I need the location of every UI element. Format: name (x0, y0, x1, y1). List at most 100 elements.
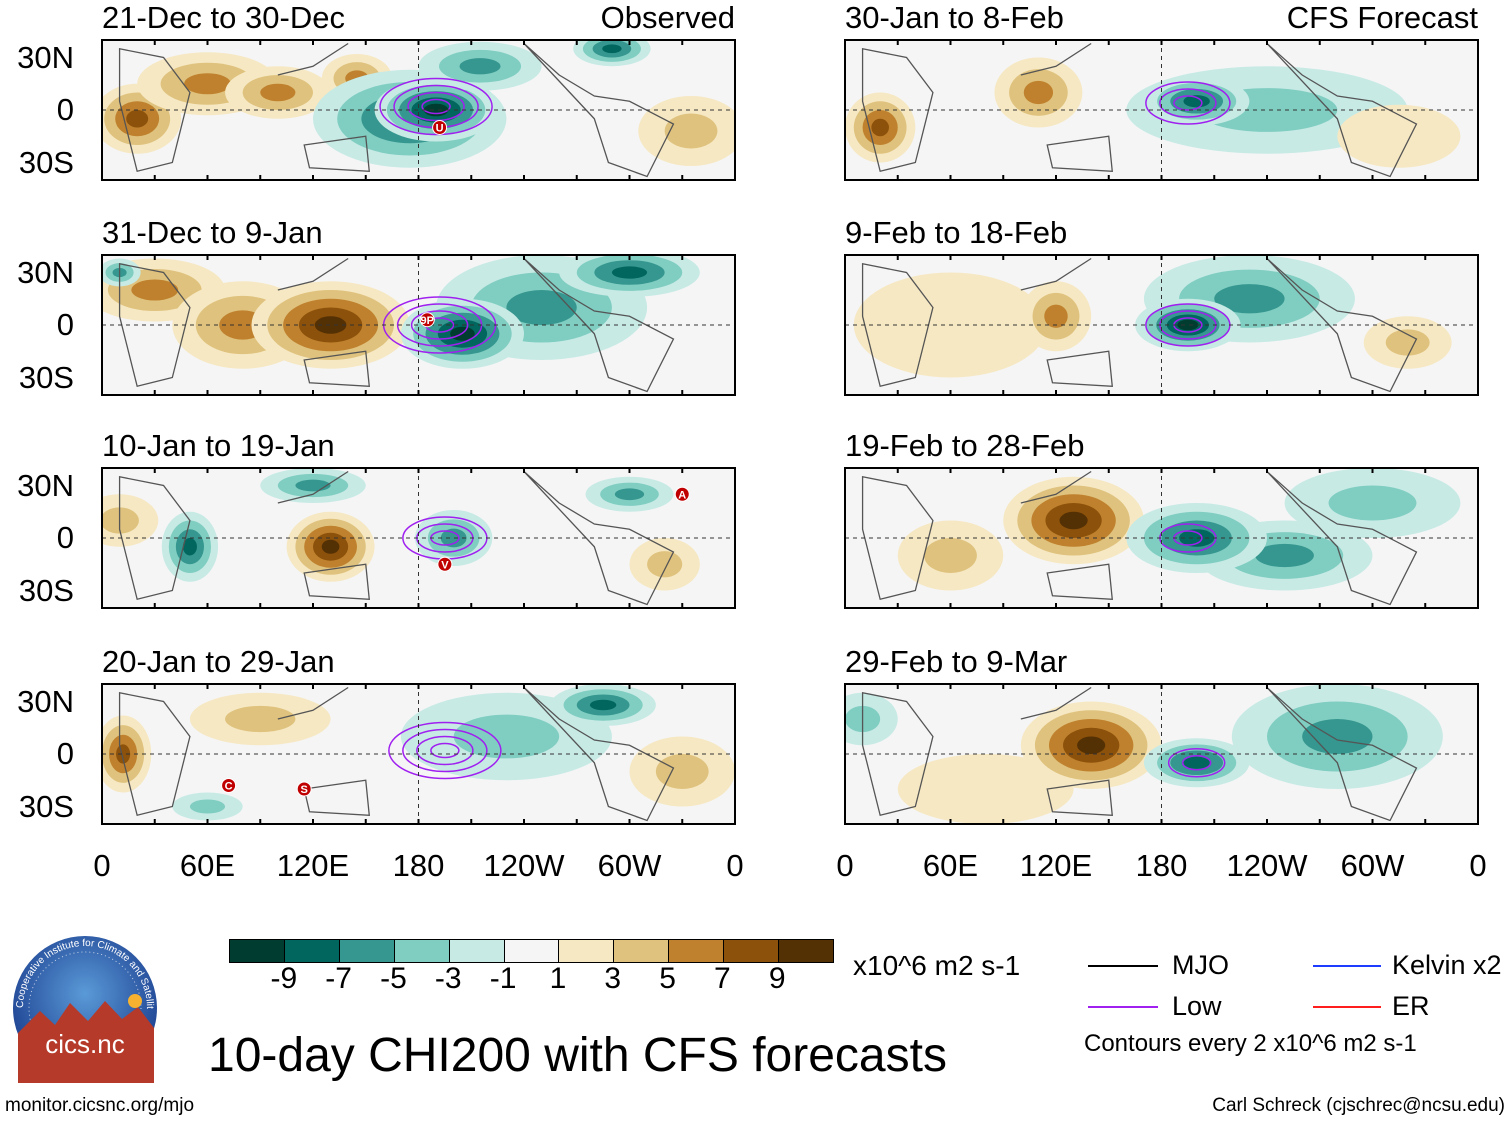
legend-er-line (1313, 1006, 1381, 1008)
anomaly-contour-fill (602, 44, 622, 54)
lat-tick-label: 30S (18, 572, 74, 608)
anomaly-contour-fill (664, 113, 718, 149)
lat-tick-label: 30S (18, 359, 74, 395)
storm-marker: C (221, 778, 237, 793)
anomaly-contour-fill (260, 83, 296, 102)
colorbar-swatch (230, 940, 285, 962)
anomaly-contour-fill (459, 58, 501, 75)
map-panel: AV (101, 467, 736, 609)
colorbar-swatch (504, 940, 560, 962)
chart-title: 10-day CHI200 with CFS forecasts (208, 1029, 947, 1082)
lat-tick-label: 0 (56, 520, 74, 555)
colorbar-tick-label: -1 (489, 962, 517, 995)
coastline (118, 470, 675, 606)
colorbar-tick-label: 1 (549, 962, 567, 995)
low-contour (410, 310, 469, 340)
anomaly-contour-fill (1059, 511, 1088, 530)
low-contour (1167, 748, 1226, 778)
legend-kelvin-line (1313, 965, 1381, 967)
lon-tick-label: 60W (1340, 848, 1405, 883)
colorbar-tick-label: 7 (714, 962, 731, 995)
colorbar-tick-label: 3 (604, 962, 622, 995)
lat-tick-label: 0 (56, 736, 74, 771)
storm-marker: V (437, 556, 453, 572)
lat-tick-label: 0 (56, 92, 74, 127)
coastline (118, 686, 675, 822)
anomaly-contour-fill (321, 539, 340, 554)
lon-tick-label: 0 (726, 848, 744, 883)
panel-title: 20-Jan to 29-Jan (102, 644, 335, 679)
colorbar (229, 939, 834, 963)
anomaly-contour-fill (897, 754, 1074, 824)
legend-mjo-line (1088, 965, 1158, 967)
lat-tick-label: 30N (17, 254, 74, 290)
panel-tag: Observed (600, 0, 735, 35)
anomaly-contour-fill (184, 73, 231, 95)
svg-text:9P: 9P (421, 315, 434, 327)
panel-title: 29-Feb to 9-Mar (845, 644, 1068, 679)
anomaly-contour-fill (1385, 329, 1430, 356)
map-panel: U (101, 39, 736, 181)
lon-tick-label: 180 (392, 848, 445, 883)
anomaly-contour-fill (1179, 529, 1215, 547)
map-panel (844, 254, 1479, 396)
colorbar-tick-label: -9 (270, 962, 298, 995)
colorbar-tick-label: -7 (325, 962, 352, 995)
anomaly-contour-fill (1023, 80, 1054, 105)
anomaly-contour-fill (1177, 319, 1199, 331)
lon-tick-label: 0 (836, 848, 854, 883)
footer-url[interactable]: monitor.cicsnc.org/mjo (5, 1095, 195, 1116)
panel-title: 9-Feb to 18-Feb (845, 215, 1068, 250)
low-contour (379, 77, 493, 136)
anomaly-contour-fill (1214, 284, 1285, 314)
colorbar-tick-label: 9 (768, 962, 786, 995)
colorbar-swatch (394, 940, 450, 962)
lon-tick-label: 0 (93, 848, 111, 883)
coastline (861, 686, 1418, 822)
anomaly-contour-fill (655, 754, 709, 789)
lon-tick-label: 120W (483, 848, 565, 883)
anomaly-contour-fill (611, 266, 648, 279)
panel-title: 21-Dec to 30-Dec (102, 0, 345, 35)
legend: MJO Low Kelvin x2 ER Contours every 2 x1… (1084, 948, 1508, 1068)
panel-tag: CFS Forecast (1286, 0, 1478, 35)
anomaly-contour-fill (102, 507, 139, 534)
map-panel (844, 467, 1479, 609)
legend-contour-note: Contours every 2 x10^6 m2 s-1 (1084, 1030, 1417, 1057)
anomaly-contour-fill (1255, 543, 1314, 568)
lat-tick-label: 0 (56, 307, 74, 342)
legend-kelvin-label: Kelvin x2 (1392, 950, 1502, 980)
anomaly-contour-fill (116, 744, 131, 764)
anomaly-contour-fill (1044, 304, 1068, 328)
storm-marker: U (432, 120, 448, 135)
lon-tick-label: 60W (597, 848, 662, 883)
legend-low-label: Low (1172, 991, 1222, 1021)
low-contour (430, 742, 460, 759)
anomaly-contour-fill (871, 118, 889, 137)
anomaly-contour-fill (423, 103, 449, 117)
map-panel (844, 39, 1479, 181)
svg-text:V: V (441, 559, 449, 571)
low-contour (407, 91, 465, 122)
panel-title: 19-Feb to 28-Feb (845, 428, 1085, 463)
anomaly-contour-fill (314, 316, 347, 334)
anomaly-contour-fill (126, 110, 149, 128)
lat-tick-label: 30N (17, 683, 74, 719)
anomaly-contour-fill (182, 538, 197, 556)
lon-tick-label: 0 (1469, 848, 1487, 883)
panel-title: 10-Jan to 19-Jan (102, 428, 335, 463)
colorbar-swatch (779, 940, 833, 962)
colorbar-swatch (669, 940, 725, 962)
colorbar-swatch (284, 940, 340, 962)
anomaly-contour-fill (506, 290, 577, 325)
anomaly-contour-fill (589, 699, 617, 711)
lon-tick-label: 60E (922, 848, 979, 883)
colorbar-tick-label: 5 (659, 962, 676, 995)
low-contour (1159, 88, 1217, 118)
storm-marker: S (296, 781, 312, 797)
colorbar-swatch (559, 940, 615, 962)
panel-title: 31-Dec to 9-Jan (102, 215, 323, 250)
anomaly-contour-fill (1077, 736, 1106, 754)
panel-title: 30-Jan to 8-Feb (845, 0, 1064, 35)
